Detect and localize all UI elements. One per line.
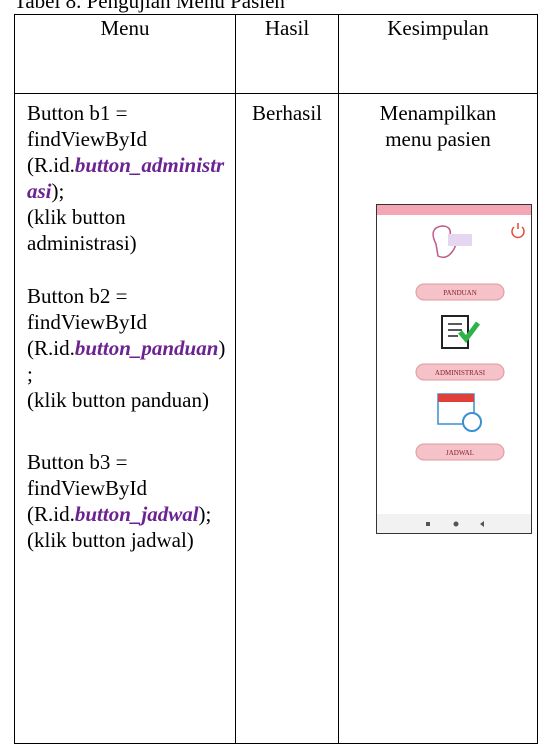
phone-screenshot: PANDUAN ADMINISTRASI JADWAL: [376, 204, 532, 534]
menu-item: Button b2 = findViewById (R.id.button_pa…: [27, 283, 227, 413]
header-cell: Hasil: [235, 14, 339, 94]
phone-button: [415, 443, 505, 461]
logo-text: [448, 234, 472, 246]
test-table: Menu Hasil Kesimpulan Button b1 = findVi…: [14, 14, 538, 744]
menu-item: Button b1 = findViewById (R.id.button_ad…: [27, 100, 227, 256]
note: (klik button panduan): [27, 388, 209, 412]
code: );: [27, 336, 226, 386]
conclusion-cell: Menampilkan menu pasien PANDUAN ADMINIST…: [338, 93, 538, 744]
conclusion: Menampilkan menu pasien: [379, 101, 497, 151]
nav-icon: [453, 521, 459, 527]
code: );: [198, 502, 212, 526]
clock-icon: [462, 412, 482, 432]
doc-icon: [441, 315, 469, 349]
code: );: [51, 179, 65, 203]
phone-button-label: JADWAL: [446, 449, 474, 457]
header-cell: Menu: [14, 14, 236, 94]
note: (klik button administrasi): [27, 205, 137, 255]
header-row: Menu Hasil Kesimpulan: [14, 14, 538, 94]
caption: Tabel 8. Pengujian Menu Pasien: [14, 0, 285, 13]
code-id: button_jadwal: [74, 502, 199, 526]
code: Button b1 = findViewById (R.id.: [27, 101, 148, 177]
status-bar: [377, 205, 531, 215]
nav-icon: [480, 521, 484, 527]
code-id: button_panduan: [74, 336, 219, 360]
menu-item: Button b3 = findViewById (R.id.button_ja…: [27, 449, 227, 553]
phone-button: [415, 283, 505, 301]
code: Button b3 = findViewById (R.id.: [27, 450, 148, 526]
header-cell: Kesimpulan: [338, 14, 538, 94]
code-id: button_administrasi: [27, 153, 225, 203]
nav-icon: [426, 522, 430, 526]
calendar-top: [438, 394, 474, 402]
menu-cell: Button b1 = findViewById (R.id.button_ad…: [14, 93, 236, 744]
code: Button b2 = findViewById (R.id.: [27, 284, 148, 360]
phone-button-label: ADMINISTRASI: [435, 369, 486, 377]
result-cell: Berhasil: [235, 93, 339, 744]
note: (klik button jadwal): [27, 528, 194, 552]
power-icon: [511, 223, 525, 239]
phone-button: [415, 363, 505, 381]
doc-icon-lines: [448, 323, 462, 337]
body-row: Button b1 = findViewById (R.id.button_ad…: [14, 93, 538, 744]
phone-button-label: PANDUAN: [443, 289, 477, 297]
check-icon: [458, 321, 480, 343]
